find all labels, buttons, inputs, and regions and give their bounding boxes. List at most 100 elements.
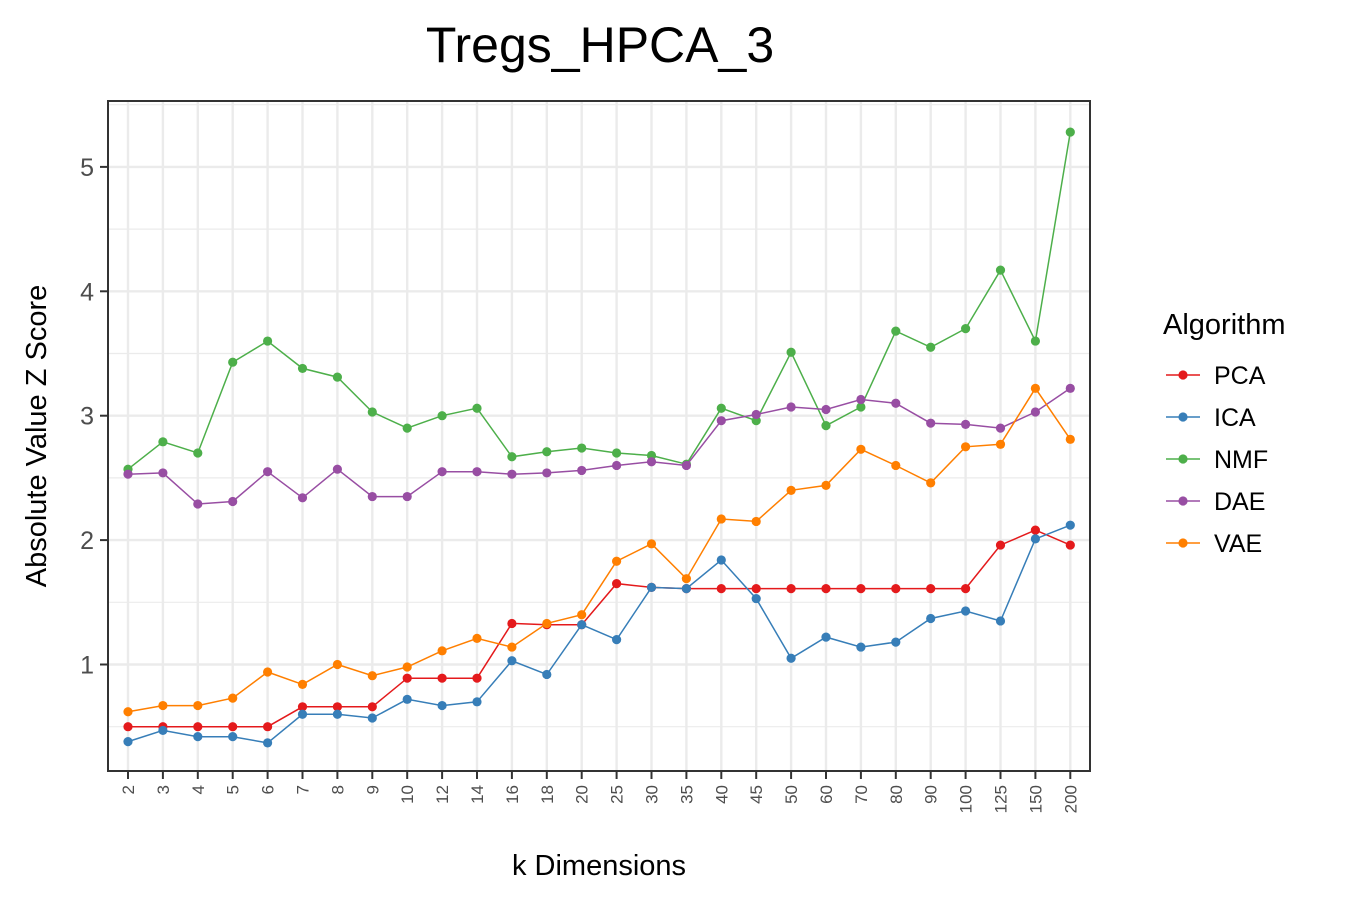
- data-point-dae: [1030, 407, 1040, 417]
- x-tick-label: 35: [677, 785, 696, 804]
- data-point-pca: [228, 722, 238, 732]
- x-tick-label: 7: [294, 785, 313, 794]
- data-point-dae: [681, 460, 692, 471]
- data-point-vae: [123, 707, 133, 717]
- x-tick-label: 5: [224, 785, 243, 794]
- data-point-pca: [856, 584, 866, 594]
- data-point-ica: [751, 593, 761, 604]
- data-point-dae: [961, 419, 971, 430]
- data-point-dae: [995, 423, 1006, 433]
- series-ica: [123, 520, 1075, 748]
- data-point-ica: [158, 725, 168, 736]
- data-point-pca: [961, 584, 971, 594]
- data-point-vae: [577, 610, 587, 620]
- y-tick-label: 2: [80, 527, 94, 555]
- data-point-pca: [612, 579, 622, 589]
- data-point-dae: [263, 467, 273, 477]
- series-line-nmf: [127, 131, 1072, 470]
- data-point-nmf: [926, 342, 936, 352]
- data-point-nmf: [995, 265, 1006, 275]
- data-point-dae: [821, 404, 831, 415]
- data-point-pca: [716, 584, 726, 594]
- data-point-pca: [1065, 540, 1075, 550]
- data-point-nmf: [856, 402, 866, 412]
- data-point-dae: [437, 467, 447, 477]
- series-line-vae: [127, 386, 1071, 713]
- data-point-vae: [751, 516, 761, 527]
- data-point-ica: [193, 732, 203, 742]
- x-tick-label: 40: [712, 785, 731, 804]
- data-point-ica: [367, 713, 377, 723]
- x-tick-label: 16: [503, 785, 522, 804]
- x-tick-label: 3: [154, 785, 173, 794]
- x-axis-title: k Dimensions: [512, 850, 686, 882]
- legend-key-point: [1178, 370, 1188, 380]
- data-point-dae: [542, 468, 552, 478]
- data-point-ica: [332, 709, 342, 719]
- data-point-nmf: [193, 448, 203, 458]
- legend-key-point: [1178, 412, 1188, 422]
- data-point-dae: [193, 499, 203, 509]
- data-point-vae: [472, 633, 482, 643]
- data-point-ica: [1065, 520, 1075, 530]
- data-point-ica: [891, 637, 901, 647]
- data-point-nmf: [367, 407, 377, 417]
- data-point-nmf: [786, 347, 796, 357]
- data-point-nmf: [716, 403, 726, 413]
- legend-item-dae: DAE: [1166, 488, 1265, 516]
- data-point-pca: [193, 722, 203, 732]
- data-point-ica: [263, 738, 273, 748]
- legend-key-point: [1178, 538, 1188, 548]
- data-point-nmf: [472, 403, 482, 413]
- data-point-vae: [228, 693, 238, 703]
- y-axis-title: Absolute Value Z Score: [21, 285, 53, 588]
- data-point-vae: [297, 679, 308, 690]
- data-point-nmf: [1030, 336, 1040, 346]
- x-tick-label: 125: [992, 785, 1011, 813]
- data-point-vae: [995, 439, 1006, 449]
- legend-key-point: [1178, 454, 1188, 464]
- data-point-nmf: [437, 411, 447, 421]
- data-point-vae: [158, 700, 168, 711]
- data-point-vae: [646, 539, 657, 549]
- legend-title: Algorithm: [1163, 309, 1286, 341]
- data-point-pca: [507, 618, 517, 629]
- data-point-vae: [507, 642, 517, 652]
- data-point-vae: [332, 659, 342, 670]
- data-point-ica: [472, 697, 482, 707]
- data-point-vae: [821, 480, 831, 490]
- data-point-nmf: [158, 437, 168, 447]
- x-tick-label: 45: [747, 785, 766, 804]
- data-point-ica: [402, 694, 412, 704]
- data-point-vae: [367, 671, 377, 681]
- data-point-ica: [228, 732, 238, 742]
- x-axis: 2 3 4 5 6 7 8 9 10 12 14 16 18 20 25 30 35 40 45 50 60 70 80 90…: [119, 771, 1080, 813]
- series-layer: [123, 127, 1075, 748]
- data-point-ica: [681, 584, 692, 594]
- legend-label: DAE: [1214, 488, 1265, 516]
- data-point-vae: [193, 700, 203, 711]
- data-point-vae: [856, 444, 866, 454]
- x-tick-label: 2: [119, 785, 138, 794]
- legend-key-point: [1178, 496, 1188, 506]
- data-point-dae: [751, 409, 761, 420]
- y-axis: 1 2 3 4 5: [80, 154, 108, 680]
- x-tick-label: 14: [468, 785, 487, 804]
- data-point-vae: [786, 485, 796, 495]
- x-tick-label: 50: [782, 785, 801, 804]
- data-point-vae: [961, 442, 971, 452]
- series-line-pca: [128, 529, 1071, 728]
- data-point-dae: [472, 467, 482, 477]
- x-tick-label: 18: [538, 785, 557, 804]
- x-tick-label: 100: [957, 785, 976, 813]
- legend-item-vae: VAE: [1166, 530, 1262, 558]
- data-point-pca: [402, 673, 412, 683]
- data-point-ica: [961, 606, 971, 616]
- data-point-ica: [612, 635, 622, 645]
- legend-label: NMF: [1214, 446, 1268, 474]
- x-tick-label: 60: [817, 785, 836, 804]
- data-point-dae: [123, 469, 133, 479]
- data-point-vae: [681, 574, 692, 584]
- data-point-dae: [367, 491, 377, 502]
- data-point-dae: [926, 418, 936, 428]
